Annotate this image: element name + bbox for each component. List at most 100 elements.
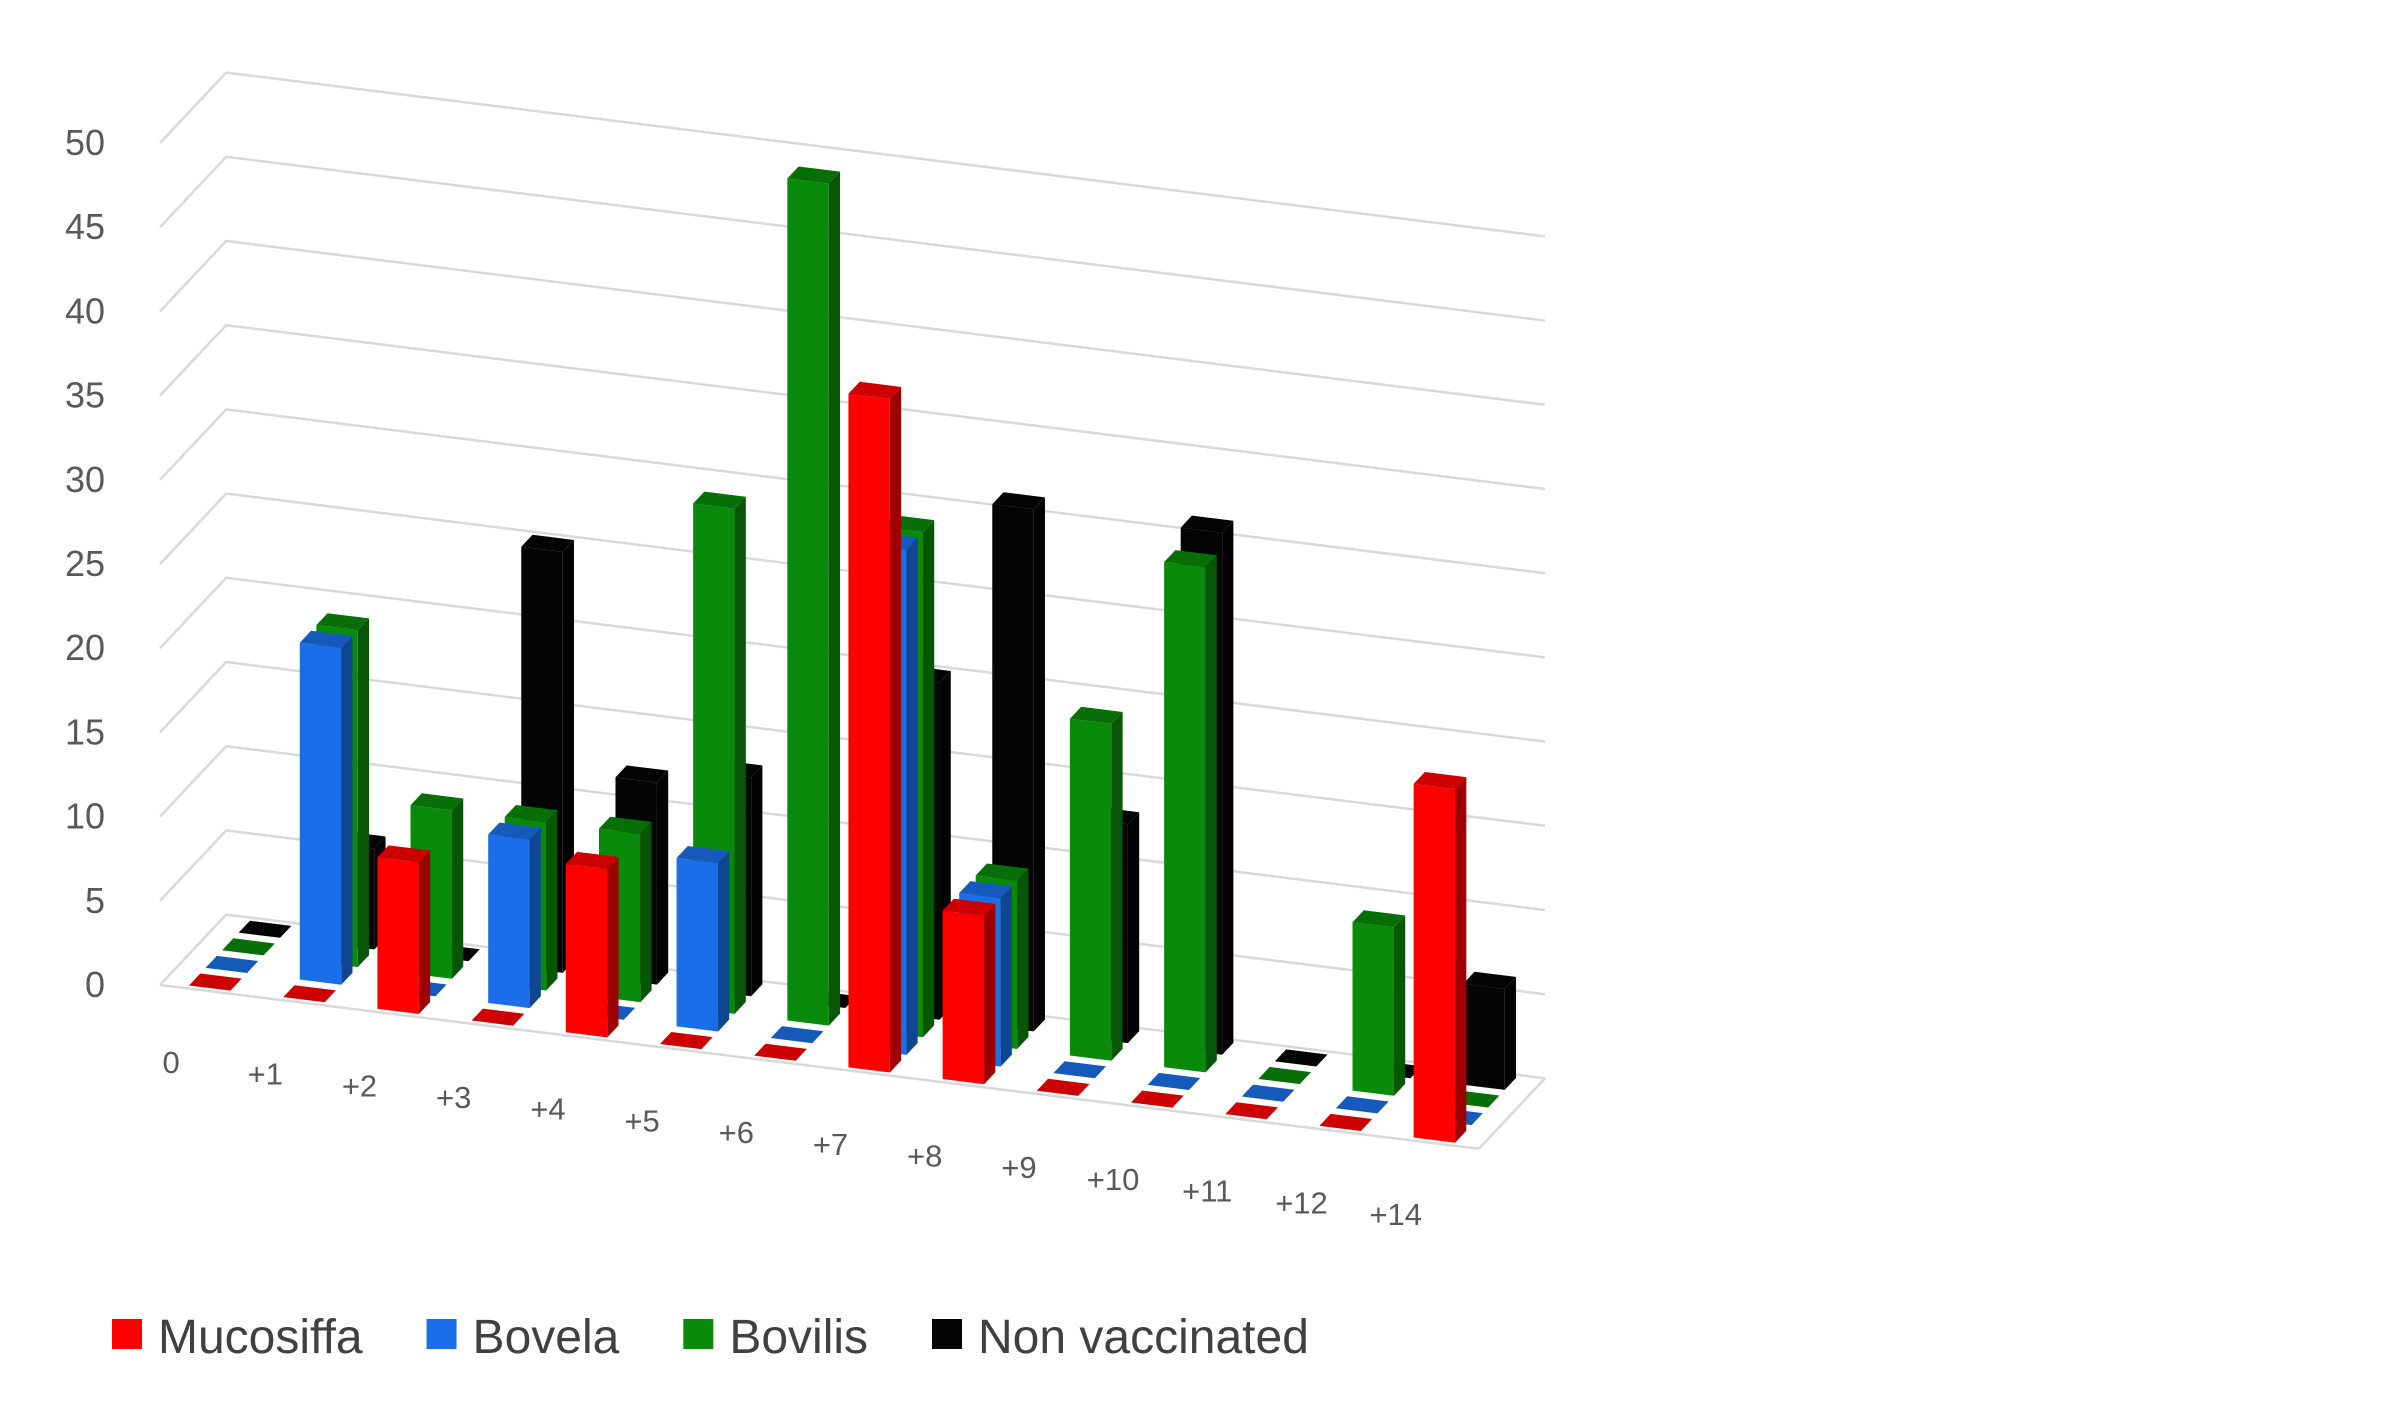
bar-front — [787, 178, 829, 1026]
bar-bovilis-10 — [1164, 550, 1217, 1073]
bar-top — [1131, 1090, 1184, 1108]
bar-mucosiffa-10 — [1131, 1090, 1184, 1108]
bar-mucosiffa-12 — [1319, 1113, 1373, 1132]
bar-front — [676, 857, 719, 1032]
bar-top — [754, 1043, 807, 1061]
gridline — [159, 239, 1546, 407]
bar-top — [410, 793, 464, 811]
x-tick-label: +4 — [530, 1092, 565, 1127]
legend-item-mucosiffa: Mucosiffa — [112, 1311, 363, 1364]
bar-top — [1147, 1072, 1201, 1091]
bar-mucosiffa-2 — [377, 845, 431, 1015]
x-tick-label: +3 — [436, 1080, 471, 1115]
bar-top — [1463, 971, 1516, 989]
bar-side — [1033, 497, 1045, 1032]
bar-side — [607, 857, 619, 1038]
bar-side — [1455, 777, 1467, 1143]
y-tick-label: 0 — [85, 964, 105, 1005]
bar-top — [488, 822, 541, 840]
gridlines — [159, 71, 1546, 1151]
x-tick-label: +11 — [1182, 1174, 1232, 1209]
bar-bovela-9 — [1053, 1061, 1107, 1079]
bar-mucosiffa-5 — [660, 1031, 713, 1050]
bar-bovilis-12 — [1352, 910, 1406, 1096]
bar-side — [922, 520, 935, 1038]
bar-side — [984, 903, 996, 1085]
bar-side — [889, 386, 902, 1073]
bar-side — [1000, 886, 1012, 1067]
bar-top — [299, 630, 353, 648]
bar-top — [238, 920, 292, 938]
bar-bovela-11 — [1241, 1084, 1295, 1102]
bar-top — [189, 973, 242, 991]
y-tick-label: 15 — [65, 711, 105, 752]
bar-mucosiffa-8 — [942, 898, 996, 1085]
y-tick-label: 40 — [65, 290, 105, 331]
bar-top — [1069, 706, 1123, 724]
bar-front — [942, 910, 985, 1085]
bar-non-vaccinated-0 — [238, 920, 292, 938]
gridline — [159, 323, 1546, 491]
bar-top — [1036, 1078, 1090, 1096]
bar-top — [1274, 1049, 1328, 1067]
gridline — [159, 408, 1546, 575]
x-tick-label: +14 — [1369, 1197, 1422, 1232]
bar-side — [451, 798, 464, 979]
y-tick-label: 30 — [65, 459, 105, 500]
bar-top — [992, 492, 1045, 510]
bar-side — [1017, 868, 1029, 1050]
bar-bovela-6 — [770, 1026, 824, 1044]
bar-mucosiffa-6 — [754, 1043, 807, 1061]
y-tick-label: 10 — [65, 796, 105, 837]
bar-bovilis-2 — [410, 793, 464, 979]
bar-mucosiffa-0 — [189, 973, 242, 991]
bar-top — [283, 985, 336, 1003]
x-tick-label: +6 — [719, 1115, 754, 1150]
legend-label: Bovela — [473, 1311, 620, 1364]
bar-front — [488, 834, 530, 1009]
gridline — [159, 71, 1546, 238]
bar-front — [1463, 983, 1505, 1090]
x-tick-label: +9 — [1001, 1150, 1036, 1185]
bar-bovilis-6 — [787, 166, 841, 1026]
bar-top — [1319, 1113, 1373, 1132]
bar-top — [504, 804, 558, 823]
bar-side — [1205, 555, 1217, 1073]
y-tick-label: 50 — [65, 122, 105, 163]
bar-top — [615, 765, 669, 783]
x-tick-label: +5 — [624, 1103, 659, 1138]
bar-front — [1413, 783, 1456, 1143]
bar-side — [418, 850, 431, 1015]
bar-bovela-1 — [299, 630, 353, 985]
gridline — [159, 576, 1546, 743]
legend-label: Mucosiffa — [158, 1311, 363, 1364]
x-tick-label: 0 — [162, 1045, 179, 1080]
bar-mucosiffa-9 — [1036, 1078, 1090, 1096]
x-tick-label: +7 — [813, 1127, 848, 1162]
bar-top — [222, 938, 275, 956]
bar-side — [1222, 520, 1234, 1055]
bar-top — [770, 1026, 824, 1044]
legend-swatch — [683, 1319, 714, 1349]
bar-non-vaccinated-14 — [1463, 971, 1516, 1090]
bar-top — [676, 845, 730, 864]
y-axis-ticks: 0 5 10 15 20 25 30 35 40 45 50 — [65, 122, 105, 1005]
bar-mucosiffa-4 — [565, 851, 619, 1038]
bar-top — [848, 381, 902, 399]
bar-top — [598, 816, 652, 834]
bar-top — [942, 898, 996, 916]
bar-mucosiffa-7 — [848, 381, 902, 1073]
bar-front — [1352, 922, 1394, 1096]
gridline — [159, 155, 1546, 322]
y-tick-label: 45 — [65, 206, 105, 247]
bar-side — [718, 851, 730, 1032]
y-tick-label: 35 — [65, 375, 105, 416]
floor-edge — [159, 983, 1479, 1151]
bar-top — [1258, 1066, 1312, 1085]
bar-mucosiffa-14 — [1413, 771, 1467, 1143]
bar-top — [1352, 910, 1406, 928]
bar-top — [1180, 515, 1234, 533]
bar-non-vaccinated-11 — [1274, 1049, 1328, 1067]
bar-top — [660, 1031, 713, 1050]
